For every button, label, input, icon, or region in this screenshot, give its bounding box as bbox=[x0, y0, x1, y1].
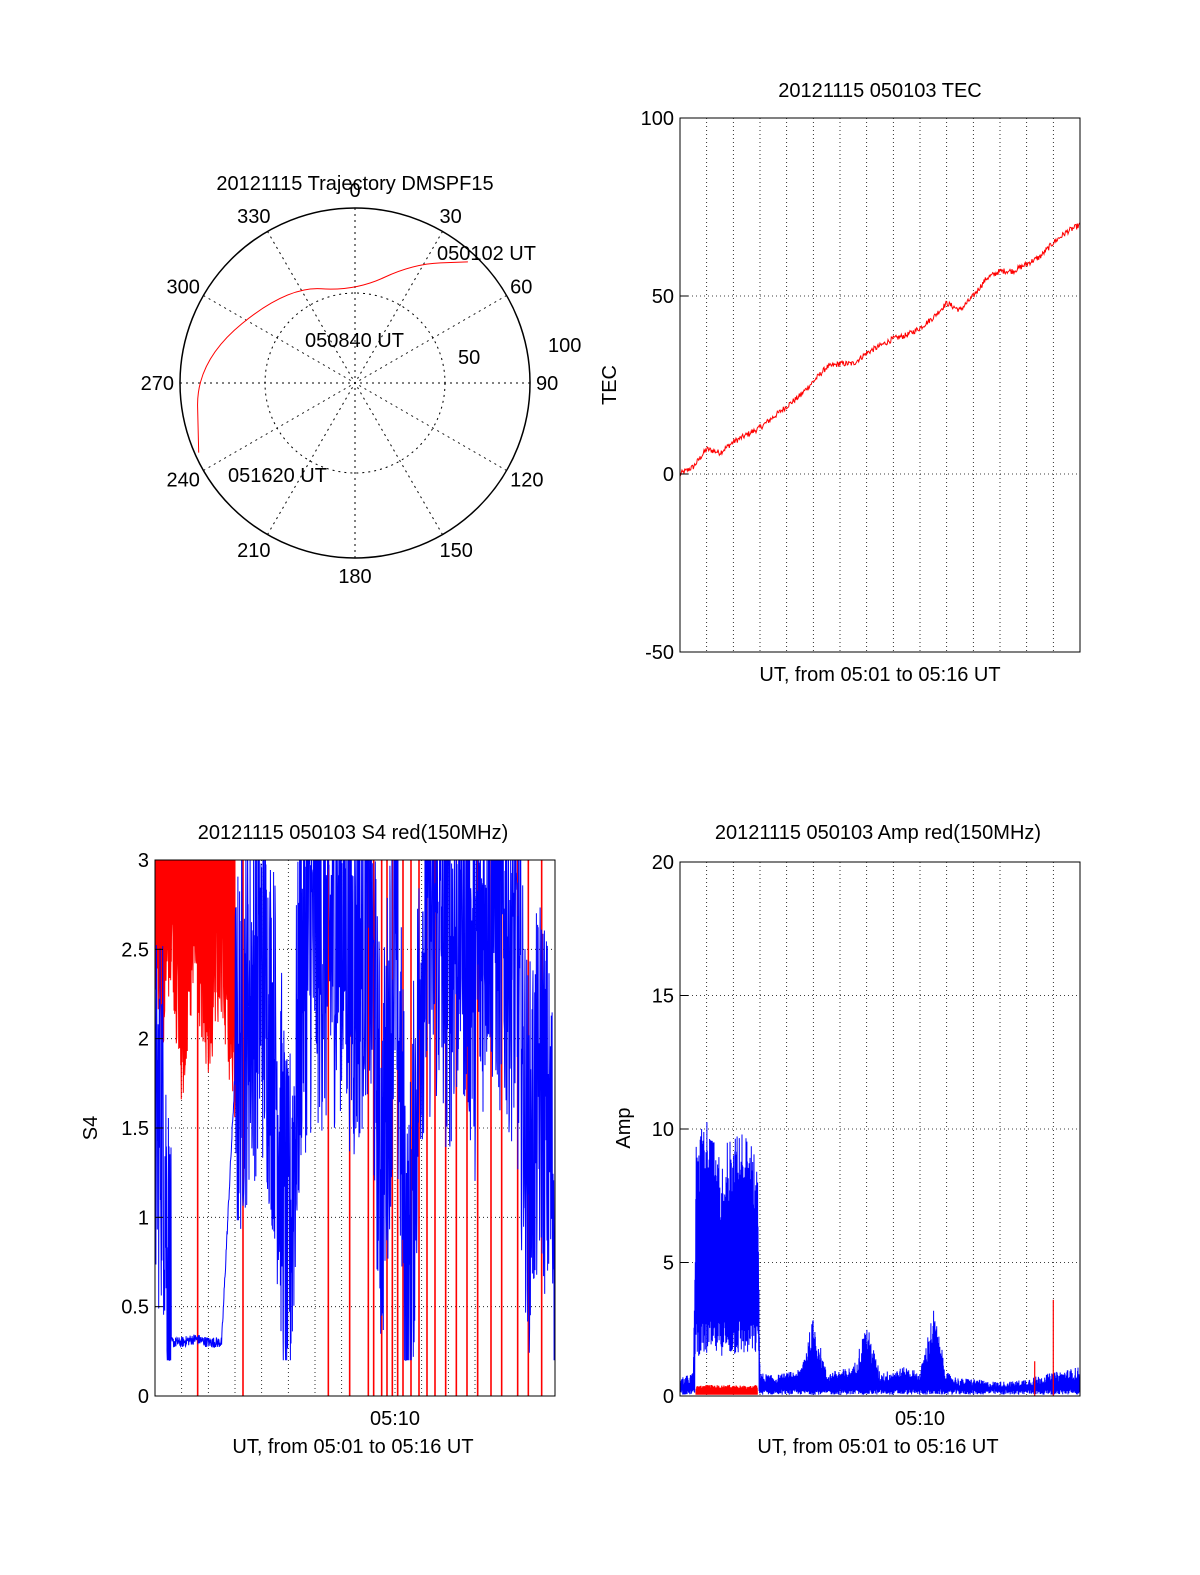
s4-blue-series bbox=[155, 860, 555, 1361]
s4-y-tick-label: 3 bbox=[138, 850, 149, 872]
polar-azimuth-label: 240 bbox=[166, 470, 199, 492]
amp-y-tick-label: 0 bbox=[663, 1386, 674, 1408]
tec-grid bbox=[680, 118, 1080, 652]
tec-y-axis-label: TEC bbox=[599, 365, 621, 405]
polar-azimuth-label: 270 bbox=[141, 373, 174, 395]
tec-y-ticks: -50 0 50 100 bbox=[641, 108, 688, 664]
trajectory-track bbox=[197, 261, 468, 453]
amp-y-ticks: 0 5 10 15 20 bbox=[652, 852, 688, 1408]
polar-azimuth-label: 30 bbox=[440, 206, 462, 228]
polar-spoke bbox=[267, 231, 443, 535]
polar-title: 20121115 Trajectory DMSPF15 bbox=[216, 173, 493, 195]
amp-y-tick-label: 10 bbox=[652, 1119, 674, 1141]
polar-azimuth-label: 180 bbox=[338, 566, 371, 588]
polar-radial-label-50: 50 bbox=[458, 347, 480, 369]
polar-azimuth-label: 60 bbox=[510, 277, 532, 299]
s4-y-tick-label: 1 bbox=[138, 1207, 149, 1229]
amp-y-tick-label: 20 bbox=[652, 852, 674, 874]
s4-x-tick-label: 05:10 bbox=[370, 1408, 420, 1430]
s4-y-axis-label: S4 bbox=[80, 1116, 102, 1140]
amp-red-series bbox=[695, 1299, 1054, 1396]
s4-chart: 20121115 050103 S4 red(150MHz) 0 0.5 1 1.5 2… bbox=[80, 822, 556, 1458]
tec-title: 20121115 050103 TEC bbox=[778, 80, 982, 102]
s4-y-tick-label: 0.5 bbox=[121, 1297, 149, 1319]
s4-red-band bbox=[155, 860, 236, 1118]
annotation-end-time: 051620 UT bbox=[228, 465, 327, 487]
polar-azimuth-labels: 0 30 60 90 120 150 180 210 240 270 300 330 bbox=[141, 180, 559, 588]
trajectory-polar-chart: 20121115 Trajectory DMSPF15 0 30 60 90 120 15… bbox=[141, 173, 582, 588]
amp-title: 20121115 050103 Amp red(150MHz) bbox=[715, 822, 1041, 844]
amp-x-axis-label: UT, from 05:01 to 05:16 UT bbox=[757, 1436, 998, 1458]
tec-chart: 20121115 050103 TEC -50 0 50 100 TEC UT, fr… bbox=[599, 80, 1081, 686]
polar-spokes bbox=[180, 208, 530, 558]
polar-azimuth-label: 330 bbox=[237, 206, 270, 228]
s4-y-tick-label: 0 bbox=[138, 1386, 149, 1408]
polar-azimuth-label: 210 bbox=[237, 540, 270, 562]
polar-azimuth-label: 0 bbox=[349, 180, 360, 202]
s4-y-tick-label: 1.5 bbox=[121, 1118, 149, 1140]
annotation-mid-time: 050840 UT bbox=[305, 330, 404, 352]
tec-y-tick-label: 0 bbox=[663, 464, 674, 486]
amp-y-tick-label: 15 bbox=[652, 986, 674, 1008]
tec-series-line bbox=[679, 222, 1081, 477]
s4-title: 20121115 050103 S4 red(150MHz) bbox=[198, 822, 509, 844]
polar-azimuth-label: 300 bbox=[166, 277, 199, 299]
amp-chart: 20121115 050103 Amp red(150MHz) 0 5 10 15 20… bbox=[613, 822, 1081, 1458]
amp-blue-series bbox=[680, 1122, 1080, 1395]
polar-azimuth-label: 120 bbox=[510, 470, 543, 492]
amp-grid bbox=[680, 862, 1080, 1396]
tec-y-tick-label: 50 bbox=[652, 286, 674, 308]
amp-y-axis-label: Amp bbox=[613, 1107, 635, 1148]
tec-plot-frame bbox=[679, 117, 1081, 653]
s4-y-tick-label: 2 bbox=[138, 1029, 149, 1051]
polar-azimuth-label: 150 bbox=[440, 540, 473, 562]
polar-radial-label-100: 100 bbox=[548, 335, 581, 357]
s4-x-axis-label: UT, from 05:01 to 05:16 UT bbox=[232, 1436, 473, 1458]
tec-x-axis-label: UT, from 05:01 to 05:16 UT bbox=[759, 664, 1000, 686]
tec-y-tick-label: -50 bbox=[645, 642, 674, 664]
amp-x-tick-label: 05:10 bbox=[895, 1408, 945, 1430]
annotation-start-time: 050102 UT bbox=[437, 243, 536, 265]
polar-azimuth-label: 90 bbox=[536, 373, 558, 395]
s4-y-ticks: 0 0.5 1 1.5 2 2.5 3 bbox=[121, 850, 163, 1408]
s4-y-tick-label: 2.5 bbox=[121, 939, 149, 961]
tec-y-tick-label: 100 bbox=[641, 108, 674, 130]
amp-y-tick-label: 5 bbox=[663, 1253, 674, 1275]
